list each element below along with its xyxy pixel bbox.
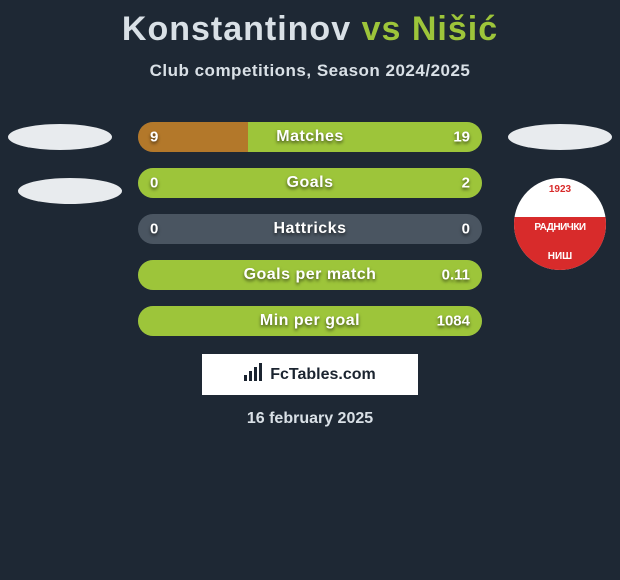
branding-badge: FcTables.com (202, 354, 418, 395)
crest-city: НИШ (514, 251, 606, 262)
date-text: 16 february 2025 (0, 410, 620, 428)
vs-word: vs (362, 10, 402, 48)
stat-label: Hattricks (138, 220, 482, 238)
stat-value-right: 0 (462, 221, 470, 238)
stat-row: Min per goal1084 (138, 306, 482, 336)
player1-avatar-placeholder-2 (18, 178, 122, 204)
stat-row: 0Goals2 (138, 168, 482, 198)
player1-avatar-placeholder-1 (8, 124, 112, 150)
stat-value-right: 1084 (437, 313, 470, 330)
stat-row: 9Matches19 (138, 122, 482, 152)
stat-label: Goals (138, 174, 482, 192)
player2-avatar-placeholder (508, 124, 612, 150)
stat-label: Matches (138, 128, 482, 146)
crest-club-name: РАДНИЧКИ (514, 222, 606, 233)
stat-row: 0Hattricks0 (138, 214, 482, 244)
stat-value-right: 0.11 (442, 267, 470, 284)
bars-icon (244, 363, 266, 386)
branding-text: FcTables.com (270, 366, 376, 384)
stat-label: Min per goal (138, 312, 482, 330)
stat-value-right: 2 (462, 175, 470, 192)
crest-year: 1923 (514, 184, 606, 195)
stat-label: Goals per match (138, 266, 482, 284)
comparison-title: Konstantinov vs Nišić (0, 0, 620, 49)
stat-value-right: 19 (453, 129, 470, 146)
player2-name: Nišić (412, 10, 498, 48)
stat-row: Goals per match0.11 (138, 260, 482, 290)
stats-container: 9Matches190Goals20Hattricks0Goals per ma… (138, 122, 482, 352)
subtitle: Club competitions, Season 2024/2025 (0, 61, 620, 81)
club-crest: 1923 РАДНИЧКИ НИШ (514, 178, 606, 270)
player1-name: Konstantinov (122, 10, 351, 48)
